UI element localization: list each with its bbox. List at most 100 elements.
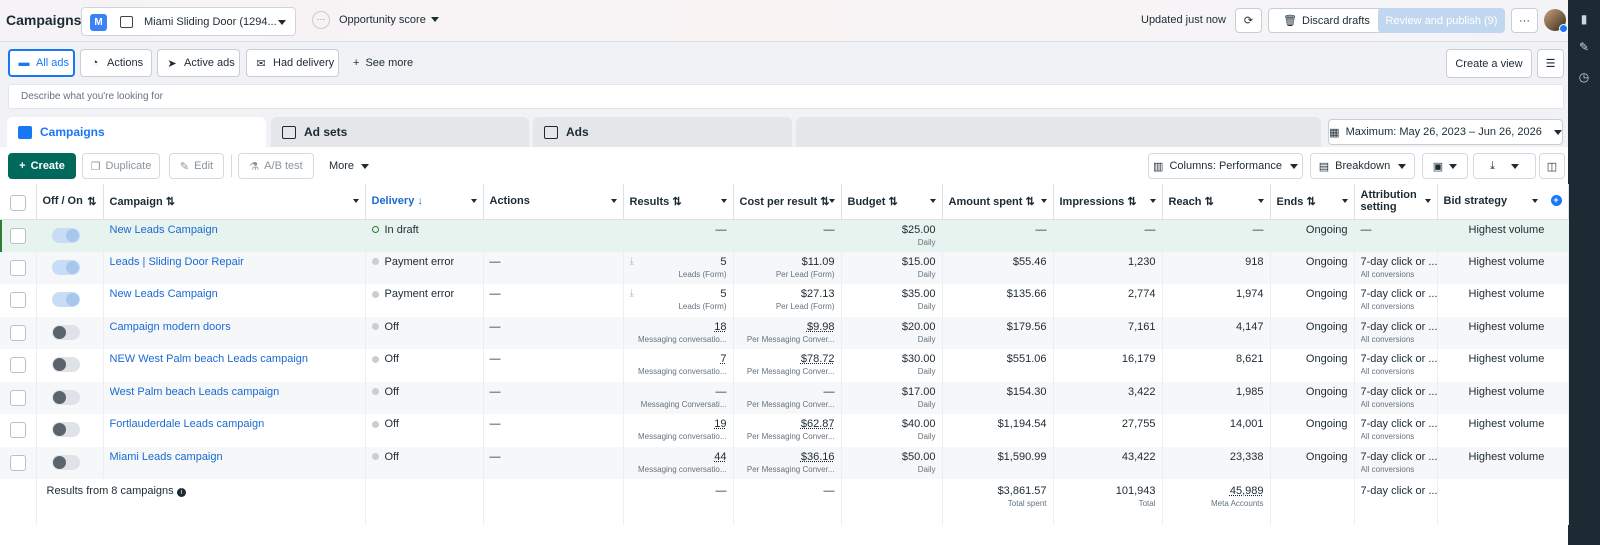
reports-dropdown[interactable]: ▣ — [1422, 153, 1468, 179]
filter-all-ads[interactable]: ▬ All ads — [8, 49, 75, 77]
more-dropdown[interactable]: More — [321, 153, 377, 179]
row-select[interactable] — [0, 349, 37, 382]
budget-cell[interactable]: $30.00 Daily — [841, 349, 943, 382]
col-bid-strategy[interactable]: Bid strategy + — [1437, 184, 1569, 220]
campaign-cell[interactable]: Miami Leads campaign — [103, 446, 366, 479]
filter-active-ads[interactable]: ➤ Active ads — [157, 49, 240, 77]
breakdown-dropdown[interactable]: ▤ Breakdown — [1310, 153, 1415, 179]
table-row[interactable]: Campaign modern doors Off — 18 Messaging … — [0, 316, 1569, 349]
status-toggle[interactable] — [51, 227, 80, 243]
account-selector[interactable]: M Miami Sliding Door (1294... — [81, 7, 296, 36]
row-select[interactable] — [0, 381, 37, 414]
budget-cell[interactable]: $17.00 Daily — [841, 381, 943, 414]
row-select[interactable] — [0, 446, 37, 479]
budget-cell[interactable]: $15.00 Daily — [841, 251, 943, 284]
campaign-name-link[interactable]: Miami Leads campaign — [109, 450, 223, 463]
campaign-cell[interactable]: Fortlauderdale Leads campaign — [103, 414, 366, 447]
row-select[interactable] — [0, 414, 37, 447]
discard-drafts-button[interactable]: 🗑 Discard drafts — [1268, 8, 1385, 33]
campaign-name-link[interactable]: Campaign modern doors — [109, 320, 231, 333]
col-actions[interactable]: Actions — [483, 184, 624, 220]
row-checkbox[interactable] — [10, 227, 26, 244]
create-button[interactable]: + Create — [8, 153, 76, 179]
select-all-checkbox[interactable] — [10, 195, 26, 212]
row-checkbox[interactable] — [10, 259, 26, 276]
campaign-name-link[interactable]: West Palm beach Leads campaign — [109, 385, 280, 398]
duplicate-button[interactable]: ❐ Duplicate — [82, 153, 160, 179]
tab-campaigns[interactable]: Campaigns — [7, 117, 266, 147]
chevron-down-icon[interactable] — [610, 199, 617, 203]
table-row[interactable]: New Leads Campaign Payment error — ⤓ 5 Lea… — [0, 284, 1569, 317]
table-row[interactable]: West Palm beach Leads campaign Off — — Me… — [0, 381, 1569, 414]
budget-cell[interactable]: $40.00 Daily — [841, 414, 943, 447]
chevron-down-icon[interactable] — [1424, 199, 1431, 203]
row-checkbox[interactable] — [10, 357, 26, 373]
chevron-down-icon[interactable] — [352, 199, 359, 203]
export-button[interactable]: ⤓ — [1473, 153, 1536, 179]
col-campaign[interactable]: Campaign ⇅ — [103, 184, 366, 220]
more-options-button[interactable]: ··· — [1511, 8, 1538, 33]
campaign-cell[interactable]: Leads | Sliding Door Repair — [103, 251, 366, 284]
campaign-cell[interactable]: West Palm beach Leads campaign — [103, 381, 366, 414]
row-toggle-cell[interactable] — [36, 349, 104, 382]
sort-icon[interactable]: ⇅ — [1204, 195, 1214, 208]
campaign-name-link[interactable]: New Leads Campaign — [109, 288, 218, 300]
review-publish-button[interactable]: Review and publish (9) — [1378, 8, 1505, 33]
row-select[interactable] — [0, 284, 37, 317]
create-view-button[interactable]: Create a view — [1446, 49, 1532, 78]
campaign-name-link[interactable]: NEW West Palm beach Leads campaign — [109, 353, 309, 365]
row-checkbox[interactable] — [10, 389, 26, 406]
row-checkbox[interactable] — [10, 422, 26, 438]
col-reach[interactable]: Reach ⇅ — [1162, 184, 1271, 220]
status-toggle[interactable] — [51, 292, 80, 307]
chevron-down-icon[interactable] — [828, 199, 835, 203]
filter-actions[interactable]: ◔ Actions — [80, 49, 152, 77]
chevron-down-icon[interactable] — [470, 199, 477, 203]
refresh-button[interactable]: ⟳ — [1235, 8, 1262, 33]
campaign-cell[interactable]: NEW West Palm beach Leads campaign — [103, 349, 366, 382]
status-toggle[interactable] — [51, 357, 80, 372]
table-row[interactable]: Leads | Sliding Door Repair Payment erro… — [0, 251, 1569, 284]
row-select[interactable] — [0, 219, 37, 252]
row-toggle-cell[interactable] — [36, 284, 104, 317]
campaign-cell[interactable]: New Leads Campaign — [103, 219, 366, 252]
table-row[interactable]: Miami Leads campaign Off — 44 Messaging c… — [0, 446, 1569, 479]
row-toggle-cell[interactable] — [36, 446, 104, 479]
budget-cell[interactable]: $35.00 Daily — [841, 284, 943, 317]
row-toggle-cell[interactable] — [36, 414, 104, 447]
row-select[interactable] — [0, 251, 37, 284]
col-delivery[interactable]: Delivery ↓ — [365, 184, 484, 220]
campaign-cell[interactable]: Campaign modern doors — [103, 316, 366, 349]
budget-cell[interactable]: $20.00 Daily — [841, 316, 943, 349]
campaign-name-link[interactable]: Fortlauderdale Leads campaign — [109, 418, 265, 430]
chevron-down-icon[interactable] — [1531, 199, 1538, 203]
see-more-link[interactable]: + See more — [353, 57, 413, 69]
avatar[interactable] — [1544, 9, 1568, 33]
sort-icon[interactable]: ⇅ — [165, 195, 175, 208]
col-budget[interactable]: Budget ⇅ — [841, 184, 943, 220]
sort-desc-icon[interactable]: ↓ — [417, 195, 423, 208]
row-checkbox[interactable] — [10, 324, 26, 341]
row-checkbox[interactable] — [10, 454, 26, 471]
sort-icon[interactable]: ⇅ — [1025, 195, 1035, 208]
status-toggle[interactable] — [51, 422, 80, 437]
row-checkbox[interactable] — [10, 292, 26, 308]
row-toggle-cell[interactable] — [36, 251, 104, 284]
chevron-down-icon[interactable] — [929, 199, 936, 203]
sort-icon[interactable]: ⇅ — [820, 195, 830, 208]
info-icon[interactable]: i — [176, 488, 186, 497]
ab-test-button[interactable]: ⚗ A/B test — [238, 153, 314, 179]
col-ends[interactable]: Ends ⇅ — [1270, 184, 1355, 220]
select-all[interactable] — [0, 184, 37, 220]
budget-cell[interactable]: $50.00 Daily — [841, 446, 943, 479]
sort-icon[interactable]: ⇅ — [888, 195, 898, 208]
sort-icon[interactable]: ⇅ — [1306, 195, 1316, 208]
chevron-down-icon[interactable] — [1040, 199, 1047, 203]
row-select[interactable] — [0, 316, 37, 349]
col-results[interactable]: Results ⇅ — [623, 184, 734, 220]
table-row[interactable]: NEW West Palm beach Leads campaign Off —… — [0, 349, 1569, 382]
chevron-down-icon[interactable] — [1149, 199, 1156, 203]
tab-ads[interactable]: Ads — [533, 117, 792, 147]
add-column-icon[interactable]: + — [1550, 195, 1562, 206]
search-input[interactable]: Describe what you're looking for — [8, 84, 1564, 109]
